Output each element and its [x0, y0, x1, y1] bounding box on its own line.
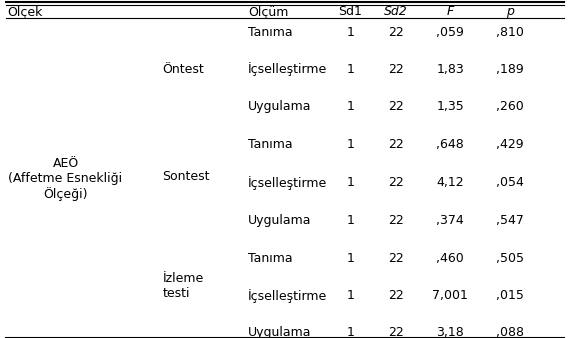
Text: ,374: ,374: [437, 214, 464, 227]
Text: Öntest: Öntest: [162, 63, 204, 76]
Text: 1: 1: [347, 176, 355, 189]
Text: ,505: ,505: [496, 252, 524, 265]
Text: Tanıma: Tanıma: [248, 26, 292, 39]
Text: 22: 22: [388, 100, 404, 113]
Text: 1,35: 1,35: [437, 100, 464, 113]
Text: Sd1: Sd1: [339, 5, 363, 18]
Text: İzleme
testi: İzleme testi: [162, 272, 203, 299]
Text: ,547: ,547: [496, 214, 524, 227]
Text: Ölçüm: Ölçüm: [248, 5, 288, 19]
Text: 1: 1: [347, 214, 355, 227]
Text: Uygulama: Uygulama: [248, 214, 311, 227]
Text: AEÖ
(Affetme Esnekliği
Ölçeği): AEÖ (Affetme Esnekliği Ölçeği): [9, 157, 123, 201]
Text: 1: 1: [347, 252, 355, 265]
Text: 1: 1: [347, 138, 355, 151]
Text: 1: 1: [347, 100, 355, 113]
Text: İçselleştirme: İçselleştirme: [248, 175, 327, 190]
Text: ,189: ,189: [496, 63, 524, 76]
Text: ,260: ,260: [496, 100, 524, 113]
Text: İçselleştirme: İçselleştirme: [248, 289, 327, 303]
Text: 22: 22: [388, 252, 404, 265]
Text: 22: 22: [388, 289, 404, 302]
Text: Uygulama: Uygulama: [248, 327, 311, 338]
Text: 22: 22: [388, 327, 404, 338]
Text: 22: 22: [388, 214, 404, 227]
Text: ,015: ,015: [496, 289, 524, 302]
Text: ,088: ,088: [496, 327, 524, 338]
Text: 7,001: 7,001: [433, 289, 468, 302]
Text: ,460: ,460: [437, 252, 464, 265]
Text: 1: 1: [347, 289, 355, 302]
Text: 22: 22: [388, 138, 404, 151]
Text: Uygulama: Uygulama: [248, 100, 311, 113]
Text: F: F: [447, 5, 454, 18]
Text: 1: 1: [347, 63, 355, 76]
Text: 22: 22: [388, 176, 404, 189]
Text: Tanıma: Tanıma: [248, 138, 292, 151]
Text: ,648: ,648: [437, 138, 464, 151]
Text: ,810: ,810: [496, 26, 524, 39]
Text: Sontest: Sontest: [162, 170, 210, 183]
Text: ,054: ,054: [496, 176, 524, 189]
Text: İçselleştirme: İçselleştirme: [248, 62, 327, 76]
Text: p: p: [506, 5, 514, 18]
Text: 1: 1: [347, 327, 355, 338]
Text: Ölçek: Ölçek: [7, 5, 42, 19]
Text: Sd2: Sd2: [384, 5, 408, 18]
Text: 3,18: 3,18: [437, 327, 464, 338]
Text: ,059: ,059: [437, 26, 464, 39]
Text: Tanıma: Tanıma: [248, 252, 292, 265]
Text: 1: 1: [347, 26, 355, 39]
Text: ,429: ,429: [496, 138, 524, 151]
Text: 1,83: 1,83: [437, 63, 464, 76]
Text: 22: 22: [388, 26, 404, 39]
Text: 22: 22: [388, 63, 404, 76]
Text: 4,12: 4,12: [437, 176, 464, 189]
